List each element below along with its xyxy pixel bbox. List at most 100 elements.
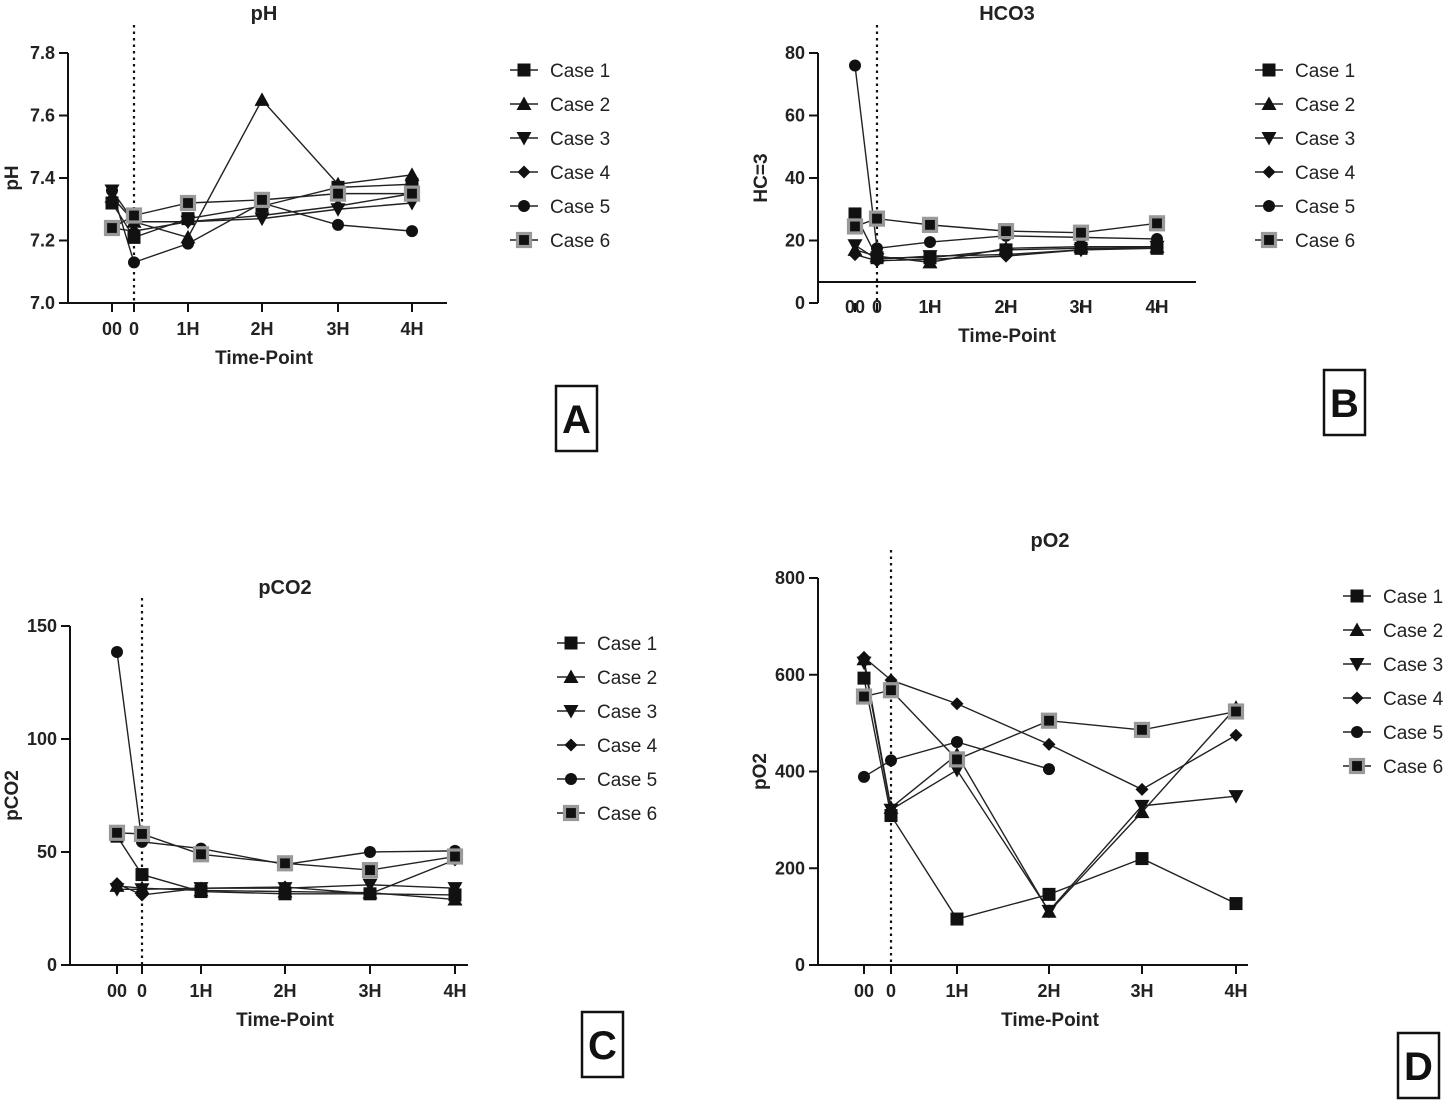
pco2-point-case-5 <box>364 846 376 858</box>
hco3-ytick-label: 80 <box>785 43 805 63</box>
po2-xtick-label: 00 <box>854 981 874 1001</box>
hco3-point-case-4 <box>999 249 1013 263</box>
po2-ytick-label: 400 <box>775 762 805 782</box>
po2-xtick-label: 4H <box>1224 981 1247 1001</box>
po2-ytick-label: 200 <box>775 858 805 878</box>
ph-ylabel: pH <box>2 165 23 190</box>
panel-label-b-box <box>1322 368 1367 437</box>
po2-legend-marker-case-3 <box>1349 658 1365 672</box>
po2-legend-marker-case-4 <box>1350 691 1364 705</box>
hco3-legend-marker-case-4 <box>1262 165 1276 179</box>
po2-legend-label-case-5: Case 5 <box>1383 723 1443 744</box>
po2-point-case-4 <box>1229 728 1243 742</box>
pco2-point-case-4 <box>135 888 149 902</box>
hco3-point-case-4 <box>870 254 884 268</box>
hco3-legend-label-case-5: Case 5 <box>1295 197 1355 218</box>
hco3-ytick-label: 0 <box>795 293 805 313</box>
ph-point-case-2 <box>254 92 270 106</box>
po2-legend-label-case-3: Case 3 <box>1383 655 1443 676</box>
pco2-point-case-4 <box>278 880 292 894</box>
po2-ytick-label: 0 <box>795 955 805 975</box>
pco2-xlabel: Time-Point <box>236 1010 334 1031</box>
hco3-ytick-label: 40 <box>785 168 805 188</box>
pco2-legend-label-case-2: Case 2 <box>597 668 657 689</box>
ph-legend-label-case-2: Case 2 <box>550 95 610 116</box>
po2-point-case-5 <box>885 754 897 767</box>
hco3-legend-marker-case-1 <box>1262 63 1276 77</box>
hco3-point-case-5 <box>924 236 936 249</box>
po2-line-case-2 <box>863 659 1237 913</box>
ph-legend-label-case-3: Case 3 <box>550 129 610 150</box>
ph-ytick-label: 7.2 <box>30 231 55 251</box>
po2-point-case-4 <box>1042 737 1056 751</box>
pco2-legend-marker-case-3 <box>563 705 579 719</box>
hco3-ytick-label: 60 <box>785 106 805 126</box>
pco2-title: pCO2 <box>258 577 311 599</box>
ph-xtick-label: 00 <box>102 319 122 339</box>
pco2-point-case-4 <box>110 877 124 891</box>
pco2-point-case-3 <box>447 882 463 896</box>
pco2-point-case-5 <box>111 645 123 658</box>
hco3-legend-marker-case-2 <box>1261 96 1277 110</box>
hco3-point-case-4 <box>848 248 862 262</box>
pco2-legend-label-case-6: Case 6 <box>597 804 657 825</box>
hco3-point-case-6 <box>1148 215 1166 232</box>
ph-xtick-label: 4H <box>400 319 423 339</box>
ph-legend-marker-case-2 <box>516 96 532 110</box>
pco2-xtick-label: 3H <box>358 981 381 1001</box>
ph-title: pH <box>251 3 278 25</box>
pco2-ytick-label: 0 <box>47 955 57 975</box>
po2-line-case-5 <box>863 741 1050 778</box>
panel-label-c-box <box>580 1010 625 1079</box>
ph-legend-marker-case-6 <box>515 231 533 249</box>
po2-point-case-3 <box>1041 904 1057 919</box>
po2-point-case-4 <box>1135 782 1149 796</box>
po2-point-case-1 <box>1229 897 1243 911</box>
ph-legend-marker-case-5 <box>518 200 530 212</box>
hco3-xlabel: Time-Point <box>958 326 1056 347</box>
po2-point-case-5 <box>858 770 870 783</box>
po2-point-case-4 <box>950 697 964 711</box>
pco2-legend-marker-case-6 <box>562 804 580 822</box>
pco2-legend-label-case-5: Case 5 <box>597 770 657 791</box>
ph-point-case-4 <box>255 209 269 222</box>
po2-ylabel: pO2 <box>750 753 771 790</box>
po2-ytick-label: 800 <box>775 568 805 588</box>
pco2-point-case-6 <box>276 855 294 872</box>
ph-point-case-2 <box>404 167 420 181</box>
hco3-xtick-label: 4H <box>1145 297 1168 317</box>
po2-legend-marker-case-6 <box>1348 757 1366 775</box>
ph-xtick-label: 1H <box>176 319 199 339</box>
ph-legend-label-case-5: Case 5 <box>550 197 610 218</box>
po2-point-case-1 <box>857 671 871 685</box>
ph-point-case-5 <box>106 184 118 197</box>
po2-xlabel: Time-Point <box>1001 1010 1099 1031</box>
pco2-legend-marker-case-5 <box>565 773 577 785</box>
po2-point-case-6 <box>948 751 966 768</box>
hco3-point-case-1 <box>848 207 862 221</box>
hco3-point-case-4 <box>1150 241 1164 255</box>
ph-point-case-5 <box>406 225 418 238</box>
pco2-point-case-2 <box>447 891 463 906</box>
panel-label-d: D <box>1404 1045 1433 1089</box>
pco2-point-case-4 <box>363 887 377 901</box>
hco3-xtick-label: 3H <box>1069 297 1092 317</box>
hco3-point-case-4 <box>923 252 937 266</box>
hco3-legend-label-case-2: Case 2 <box>1295 95 1355 116</box>
pco2-legend-label-case-3: Case 3 <box>597 702 657 723</box>
hco3-point-case-5 <box>1151 232 1163 245</box>
pco2-xtick-label: 1H <box>189 981 212 1001</box>
ph-point-case-6 <box>329 185 347 202</box>
ph-point-case-6 <box>403 185 421 202</box>
pco2-point-case-4 <box>194 881 208 895</box>
hco3-xtick-label: 00 <box>845 297 865 317</box>
ph-line-case-5 <box>111 190 413 264</box>
po2-legend-label-case-2: Case 2 <box>1383 621 1443 642</box>
po2-line-case-1 <box>863 678 1237 920</box>
ph-point-case-6 <box>179 194 197 212</box>
pco2-xtick-label: 00 <box>107 981 127 1001</box>
po2-legend-label-case-1: Case 1 <box>1383 587 1443 608</box>
ph-xlabel: Time-Point <box>215 348 313 369</box>
ph-ytick-label: 7.4 <box>30 168 55 188</box>
